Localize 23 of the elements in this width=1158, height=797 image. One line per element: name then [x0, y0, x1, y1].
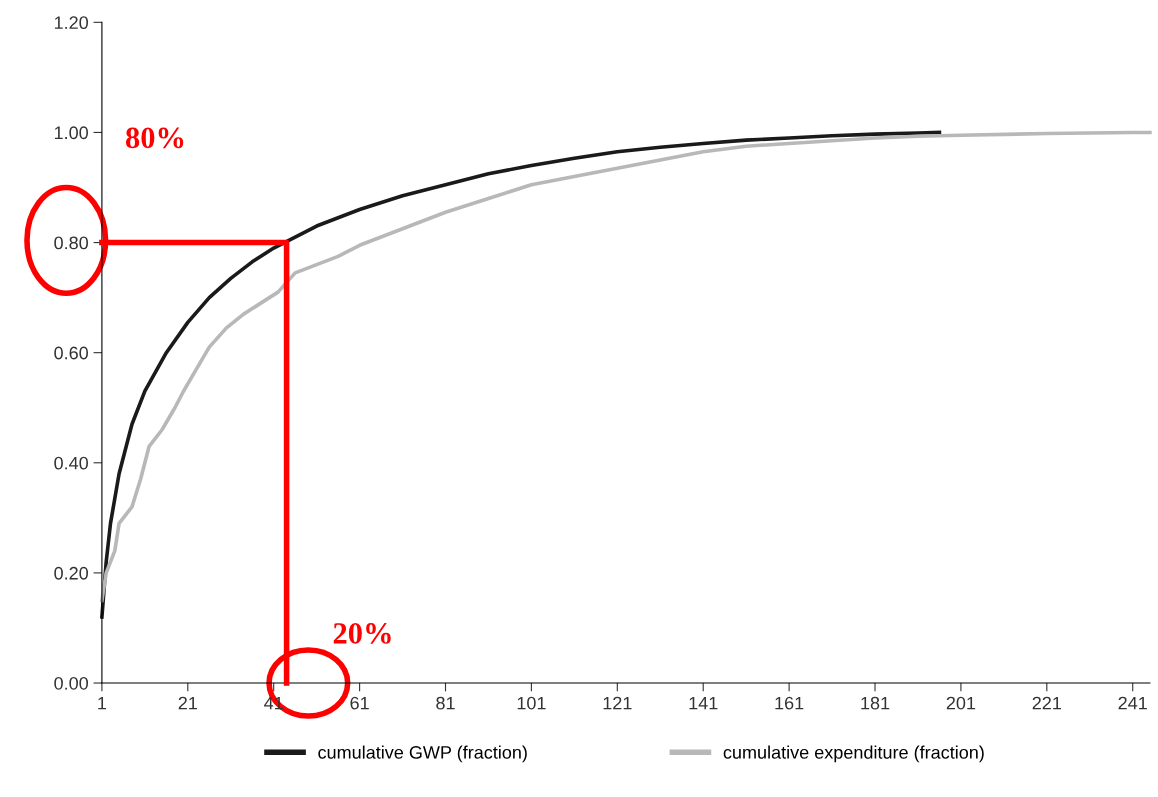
x-tick-label: 81	[436, 696, 455, 710]
y-tick-label: 0.00	[54, 676, 89, 690]
annotation: 80%	[125, 127, 184, 149]
x-tick-label: 101	[517, 696, 546, 710]
y-tick-label: 0.60	[54, 346, 89, 360]
x-tick-label: 201	[946, 696, 976, 710]
x-tick-label: 141	[689, 696, 718, 710]
y-tick-label: 0.40	[54, 456, 89, 470]
y-tick-label: 1.00	[54, 126, 89, 140]
x-tick-label: 61	[350, 696, 369, 710]
x-tick-label: 121	[603, 696, 632, 710]
x-tick-label: 221	[1032, 696, 1061, 710]
legend-label: cumulative GWP (fraction)	[318, 745, 527, 763]
legend-label: cumulative expenditure (fraction)	[723, 745, 984, 763]
annotation: 20%	[333, 623, 391, 644]
y-tick-label: 0.80	[54, 236, 89, 250]
x-tick-label: 21	[178, 696, 197, 710]
y-tick-label: 1.20	[54, 16, 89, 30]
x-tick-label: 241	[1118, 696, 1147, 710]
x-tick-label: 161	[775, 696, 804, 710]
y-tick-label: 0.20	[54, 566, 89, 580]
x-tick-label: 1	[98, 696, 107, 710]
x-tick-label: 181	[861, 696, 890, 710]
